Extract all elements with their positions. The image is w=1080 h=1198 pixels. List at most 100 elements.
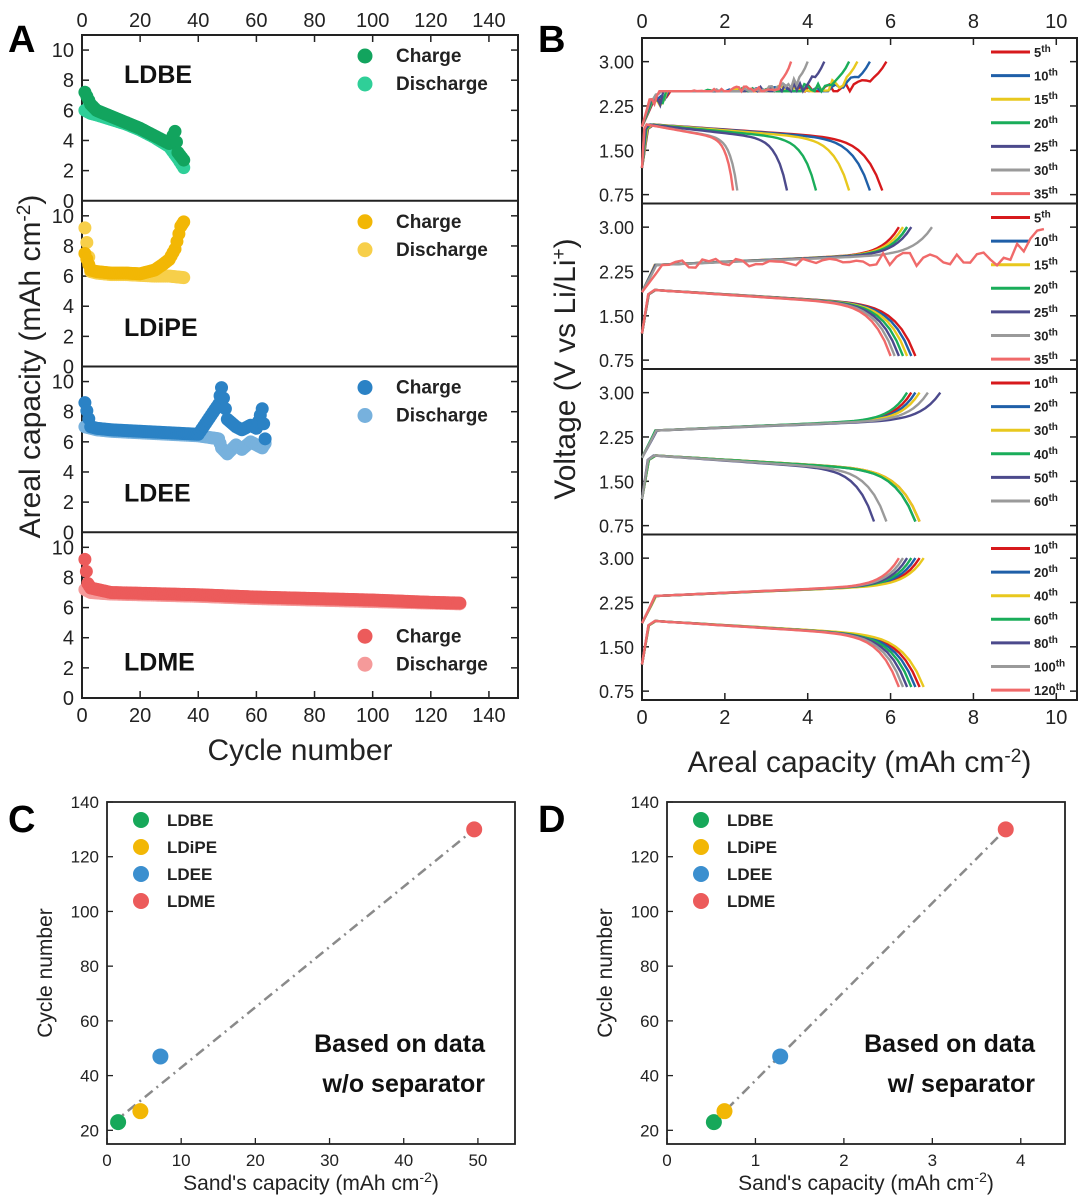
- legend-label: Charge: [396, 626, 461, 647]
- x-tick-label-top: 40: [187, 10, 209, 32]
- y-tick-label: 6: [63, 432, 74, 454]
- y-tick-label: 3.00: [599, 549, 634, 569]
- y-tick-label: 6: [63, 100, 74, 122]
- discharge-curve-20: [640, 619, 917, 688]
- x-tick-label: 6: [885, 707, 896, 729]
- discharge-curve-30: [640, 288, 896, 357]
- legend-label: 50th: [1034, 469, 1058, 486]
- x-tick-label: 60: [245, 705, 267, 727]
- y-tick-label: 4: [63, 462, 74, 484]
- legend-label: 40th: [1034, 587, 1058, 604]
- legend-label: 30th: [1034, 162, 1058, 179]
- x-tick-label: 80: [303, 705, 325, 727]
- x-tick-label: 0: [102, 1151, 111, 1170]
- data-point-ldme: [997, 821, 1014, 838]
- y-tick-label: 2: [63, 326, 74, 348]
- y-tick-label: 4: [63, 628, 74, 650]
- legend-label: Charge: [396, 46, 461, 67]
- legend-label: 60th: [1034, 611, 1058, 628]
- legend-marker: [357, 656, 373, 672]
- y-tick-label: 4: [63, 130, 74, 152]
- legend-label: Discharge: [396, 74, 488, 95]
- y-tick-label: 2.25: [599, 593, 634, 613]
- discharge-curve-25: [640, 288, 901, 357]
- y-tick-label: 4: [63, 296, 74, 318]
- panel-label-d: D: [538, 799, 565, 841]
- y-tick-label: 8: [63, 402, 74, 424]
- fit-line: [109, 828, 475, 1126]
- charge-point: [255, 402, 269, 416]
- y-tick-label: 10: [52, 372, 74, 394]
- x-tick-label: 100: [356, 705, 389, 727]
- legend-label: 20th: [1034, 564, 1058, 581]
- x-tick-label: 0: [636, 707, 647, 729]
- charge-curve-35: [641, 227, 1045, 293]
- data-point-ldipe: [716, 1103, 733, 1120]
- legend-label: 10th: [1034, 67, 1058, 84]
- discharge-curve-30: [640, 123, 739, 191]
- legend-label: 30th: [1034, 327, 1058, 344]
- legend-marker: [357, 628, 373, 644]
- legend-label: Discharge: [396, 654, 488, 675]
- discharge-curve-120: [640, 619, 901, 688]
- charge-point: [169, 135, 183, 149]
- y-tick-label: 10: [52, 206, 74, 228]
- legend-label: 100th: [1034, 658, 1065, 675]
- legend-label: 25th: [1034, 138, 1058, 155]
- discharge-curve-80: [640, 619, 909, 688]
- x-axis-label: Cycle number: [207, 734, 392, 767]
- legend-label: 35th: [1034, 185, 1058, 202]
- annotation-line: w/o separator: [321, 1070, 485, 1098]
- y-tick-label: 1.50: [599, 638, 634, 658]
- data-point-ldbe: [110, 1114, 127, 1131]
- x-tick-label: 40: [187, 705, 209, 727]
- y-axis-label: Voltage (V vs Li/Li+): [549, 238, 583, 499]
- y-tick-label: 0: [63, 191, 74, 213]
- x-tick-label: 30: [320, 1151, 339, 1170]
- legend-label: 30th: [1034, 422, 1058, 439]
- chart-c: 0 10 20 30 40 50 20 40 60 80 100 120 140 LDBE LDiPE LDE…: [34, 793, 516, 1195]
- x-tick-label: 3: [928, 1151, 937, 1170]
- legend-label: 80th: [1034, 634, 1058, 651]
- x-axis-label: Sand's capacity (mAh cm-2): [183, 1169, 439, 1195]
- discharge-curve-60: [640, 619, 913, 688]
- y-tick-label: 0.75: [599, 351, 634, 371]
- discharge-curve-15: [640, 288, 909, 357]
- y-tick-label: 20: [640, 1121, 659, 1140]
- y-tick-label: 8: [63, 567, 74, 589]
- y-tick-label: 100: [631, 902, 659, 921]
- plot-frame: [106, 801, 516, 1145]
- y-tick-label: 8: [63, 70, 74, 92]
- x-tick-label: 20: [246, 1151, 265, 1170]
- x-tick-label: 0: [662, 1151, 671, 1170]
- y-tick-label: 2.25: [599, 428, 634, 448]
- x-tick-label-top: 2: [719, 11, 730, 33]
- y-tick-label: 1.50: [599, 472, 634, 492]
- legend-label: LDBE: [167, 811, 213, 830]
- charge-point: [453, 596, 467, 610]
- x-tick-label: 120: [414, 705, 447, 727]
- y-tick-label: 0: [63, 688, 74, 710]
- y-tick-label: 40: [80, 1067, 99, 1086]
- legend-marker: [357, 242, 373, 258]
- discharge-curve-35: [640, 123, 735, 191]
- x-tick-label-top: 0: [636, 11, 647, 33]
- y-tick-label: 120: [631, 848, 659, 867]
- y-axis-label: Areal capacity (mAh cm-2): [14, 195, 48, 539]
- x-tick-label: 1: [751, 1151, 760, 1170]
- charge-point: [215, 381, 229, 395]
- y-tick-label: 1.50: [599, 307, 634, 327]
- x-tick-label: 50: [468, 1151, 487, 1170]
- x-tick-label: 2: [839, 1151, 848, 1170]
- panel-label-a: A: [8, 19, 35, 61]
- legend-marker: [693, 866, 709, 882]
- x-tick-label-top: 0: [76, 10, 87, 32]
- legend-label: 35th: [1034, 351, 1058, 368]
- chart-d: 0 1 2 3 4 20 40 60 80 100 120 140 LDBE LDiPE LDEE LDME B…: [594, 793, 1066, 1195]
- x-tick-label-top: 4: [802, 11, 813, 33]
- legend-label: Discharge: [396, 240, 488, 261]
- legend-marker: [133, 893, 149, 909]
- discharge-point: [177, 271, 191, 285]
- y-tick-label: 6: [63, 598, 74, 620]
- x-tick-label: 4: [802, 707, 813, 729]
